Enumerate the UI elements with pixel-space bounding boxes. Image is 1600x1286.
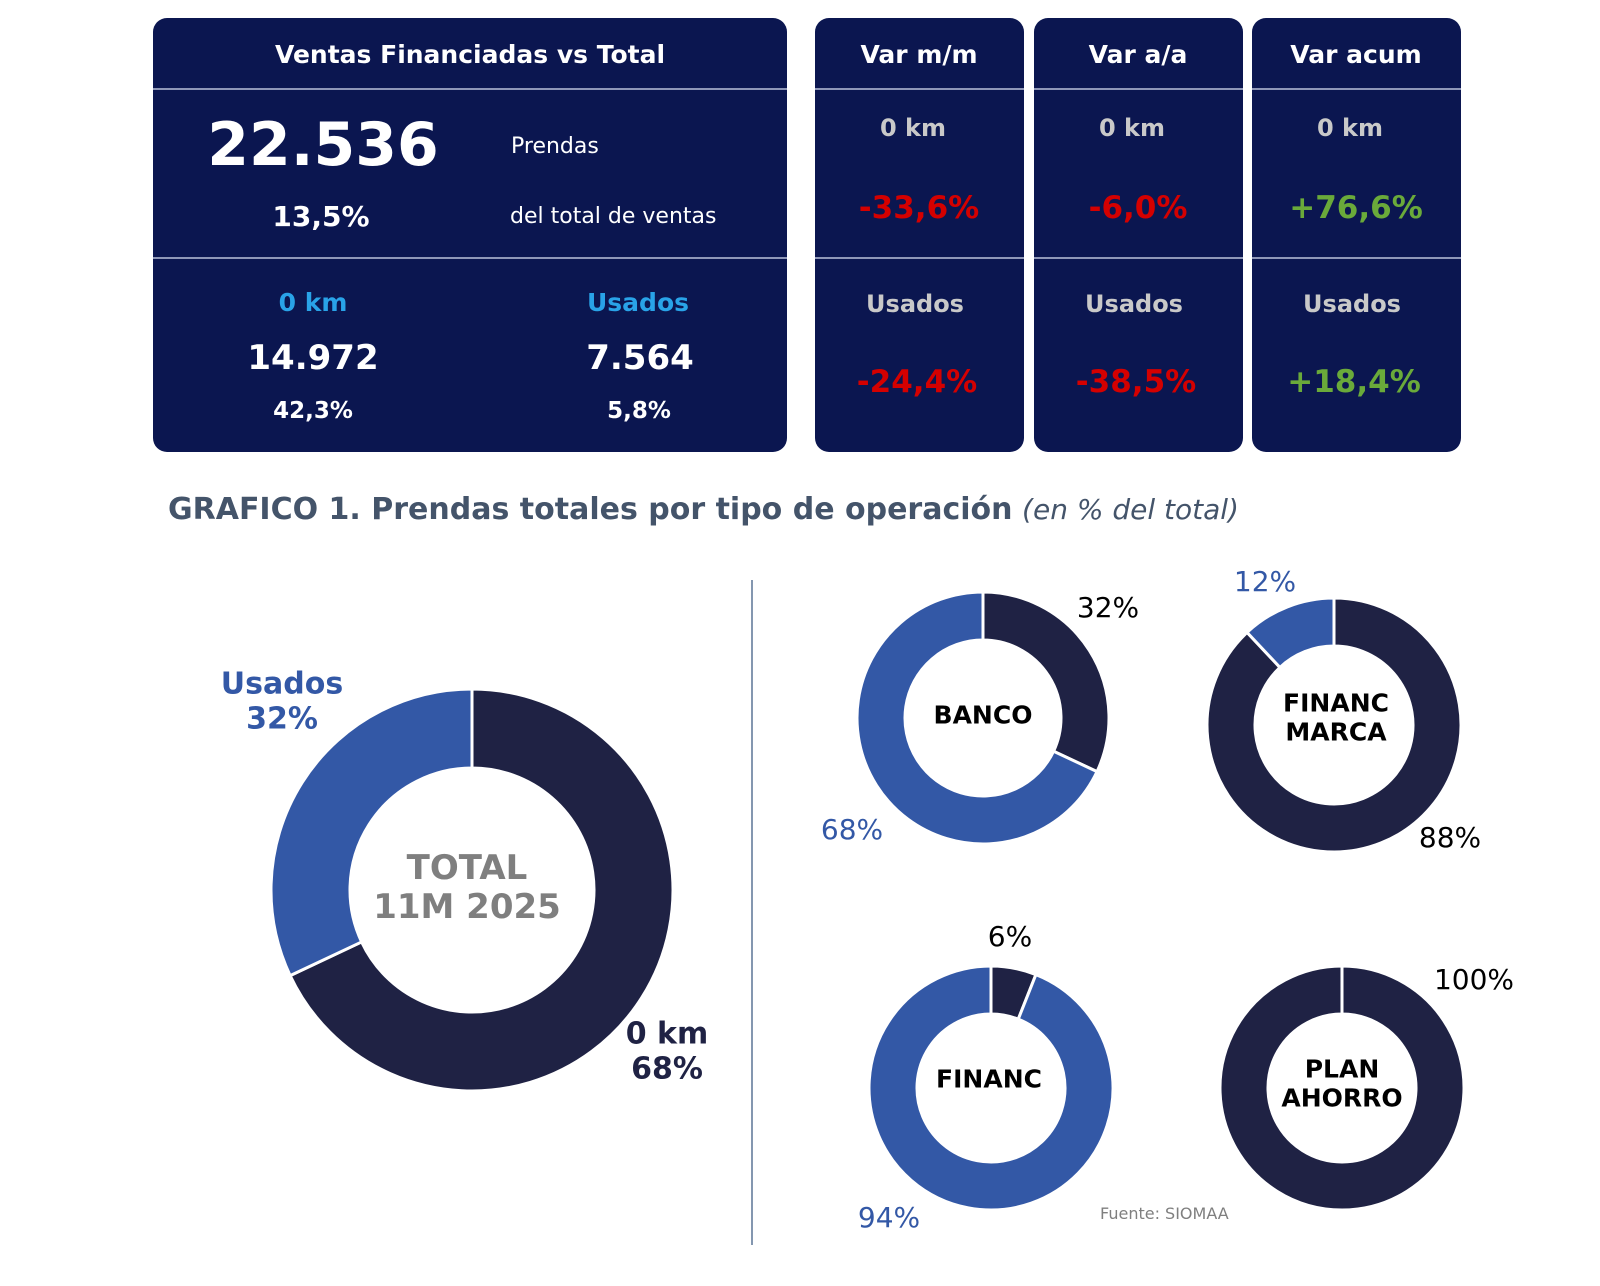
total-center-label: TOTAL 11M 2025 <box>373 847 561 927</box>
total-value: 22.536 <box>207 110 439 180</box>
variation-title: Var a/a <box>1088 40 1188 69</box>
label-value: 68% <box>631 1051 703 1086</box>
divider <box>1034 88 1243 90</box>
used-value: 7.564 <box>586 338 694 378</box>
label-category: Usados <box>220 666 344 702</box>
center-line: FINANC <box>1283 688 1389 718</box>
center-line: 11M 2025 <box>373 887 561 927</box>
variation-new-value: +76,6% <box>1289 190 1423 226</box>
label-value: 32% <box>246 701 318 736</box>
financ-center-label: FINANC <box>936 1064 1042 1094</box>
total-usados-label: Usados 32% <box>220 666 344 737</box>
chart-title: GRAFICO 1. Prendas totales por tipo de o… <box>168 492 1239 527</box>
variation-used-label: Usados <box>1085 290 1183 318</box>
source-note: Fuente: SIOMAA <box>1100 1204 1229 1223</box>
donut-slice-usados <box>269 687 474 978</box>
donut-slice-0km <box>1218 964 1466 1212</box>
total-unit: Prendas <box>511 134 599 159</box>
plan-center-label: PLAN AHORRO <box>1281 1054 1403 1113</box>
marca-usados-pct: 12% <box>1233 564 1297 598</box>
variation-card: Var acum 0 km +76,6% Usados +18,4% <box>1252 18 1461 452</box>
donut-slice-usados <box>1244 596 1336 670</box>
variation-used-value: +18,4% <box>1287 364 1421 400</box>
banco-usados-pct: 68% <box>820 812 884 846</box>
used-pct: 5,8% <box>607 398 671 424</box>
donut-slice-usados <box>867 964 1115 1212</box>
variation-new-label: 0 km <box>1098 114 1166 142</box>
chart-title-unit: (en % del total) <box>1022 493 1239 526</box>
separator-line <box>751 580 753 1245</box>
variation-used-value: -38,5% <box>1075 364 1197 400</box>
center-line: MARCA <box>1285 717 1387 746</box>
total-0km-label: 0 km 68% <box>625 1016 709 1087</box>
donut-slice-0km <box>1205 596 1463 854</box>
used-label: Usados <box>586 288 690 317</box>
summary-card: Ventas Financiadas vs Total 22.536 Prend… <box>153 18 787 452</box>
variation-new-value: -33,6% <box>858 190 980 226</box>
variation-title: Var m/m <box>860 40 978 69</box>
variation-used-label: Usados <box>866 290 964 318</box>
variation-new-label: 0 km <box>1316 114 1384 142</box>
banco-center-label: BANCO <box>933 700 1033 730</box>
new-pct: 42,3% <box>273 398 353 424</box>
divider <box>815 88 1024 90</box>
center-line: PLAN <box>1304 1054 1380 1084</box>
divider <box>1252 88 1461 90</box>
variation-card: Var m/m 0 km -33,6% Usados -24,4% <box>815 18 1024 452</box>
donut-slice-0km <box>981 590 1111 774</box>
new-label: 0 km <box>278 288 348 317</box>
variation-card: Var a/a 0 km -6,0% Usados -38,5% <box>1034 18 1243 452</box>
variation-title: Var acum <box>1290 40 1422 69</box>
divider <box>815 257 1024 259</box>
chart-title-main: GRAFICO 1. Prendas totales por tipo de o… <box>168 492 1013 527</box>
plan-0km-pct: 100% <box>1433 962 1515 996</box>
center-line: TOTAL <box>406 847 528 888</box>
marca-0km-pct: 88% <box>1418 820 1482 854</box>
variation-used-value: -24,4% <box>856 364 978 400</box>
variation-used-label: Usados <box>1303 290 1401 318</box>
variation-new-label: 0 km <box>879 114 947 142</box>
donut-slice-0km <box>288 687 675 1093</box>
total-pct-label: del total de ventas <box>510 204 717 229</box>
divider <box>153 88 787 90</box>
label-category: 0 km <box>625 1016 709 1052</box>
summary-title: Ventas Financiadas vs Total <box>274 40 666 69</box>
new-value: 14.972 <box>247 338 379 378</box>
divider <box>153 257 787 259</box>
banco-0km-pct: 32% <box>1076 590 1140 624</box>
center-line: AHORRO <box>1281 1083 1403 1112</box>
financ-0km-pct: 6% <box>987 919 1033 953</box>
donut-slice-usados <box>855 590 1100 846</box>
variation-new-value: -6,0% <box>1088 190 1188 226</box>
financ-usados-pct: 94% <box>857 1200 921 1234</box>
marca-center-label: FINANC MARCA <box>1283 688 1389 747</box>
divider <box>1252 257 1461 259</box>
divider <box>1034 257 1243 259</box>
total-pct: 13,5% <box>272 200 370 233</box>
